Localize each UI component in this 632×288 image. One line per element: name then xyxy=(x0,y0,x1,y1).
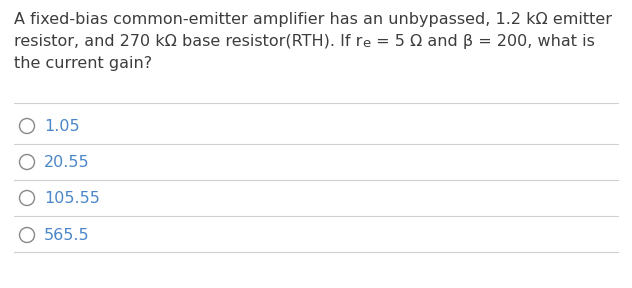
Text: 105.55: 105.55 xyxy=(44,191,100,206)
Text: e: e xyxy=(362,37,370,50)
Text: 20.55: 20.55 xyxy=(44,155,90,170)
Text: = 5 Ω and β = 200, what is: = 5 Ω and β = 200, what is xyxy=(370,34,595,49)
Text: 565.5: 565.5 xyxy=(44,228,90,243)
Text: 1.05: 1.05 xyxy=(44,119,80,134)
Text: resistor, and 270 kΩ base resistor(RTH). If r: resistor, and 270 kΩ base resistor(RTH).… xyxy=(14,34,362,49)
Text: A fixed-bias common-emitter amplifier has an unbypassed, 1.2 kΩ emitter: A fixed-bias common-emitter amplifier ha… xyxy=(14,12,612,27)
Text: the current gain?: the current gain? xyxy=(14,56,152,71)
